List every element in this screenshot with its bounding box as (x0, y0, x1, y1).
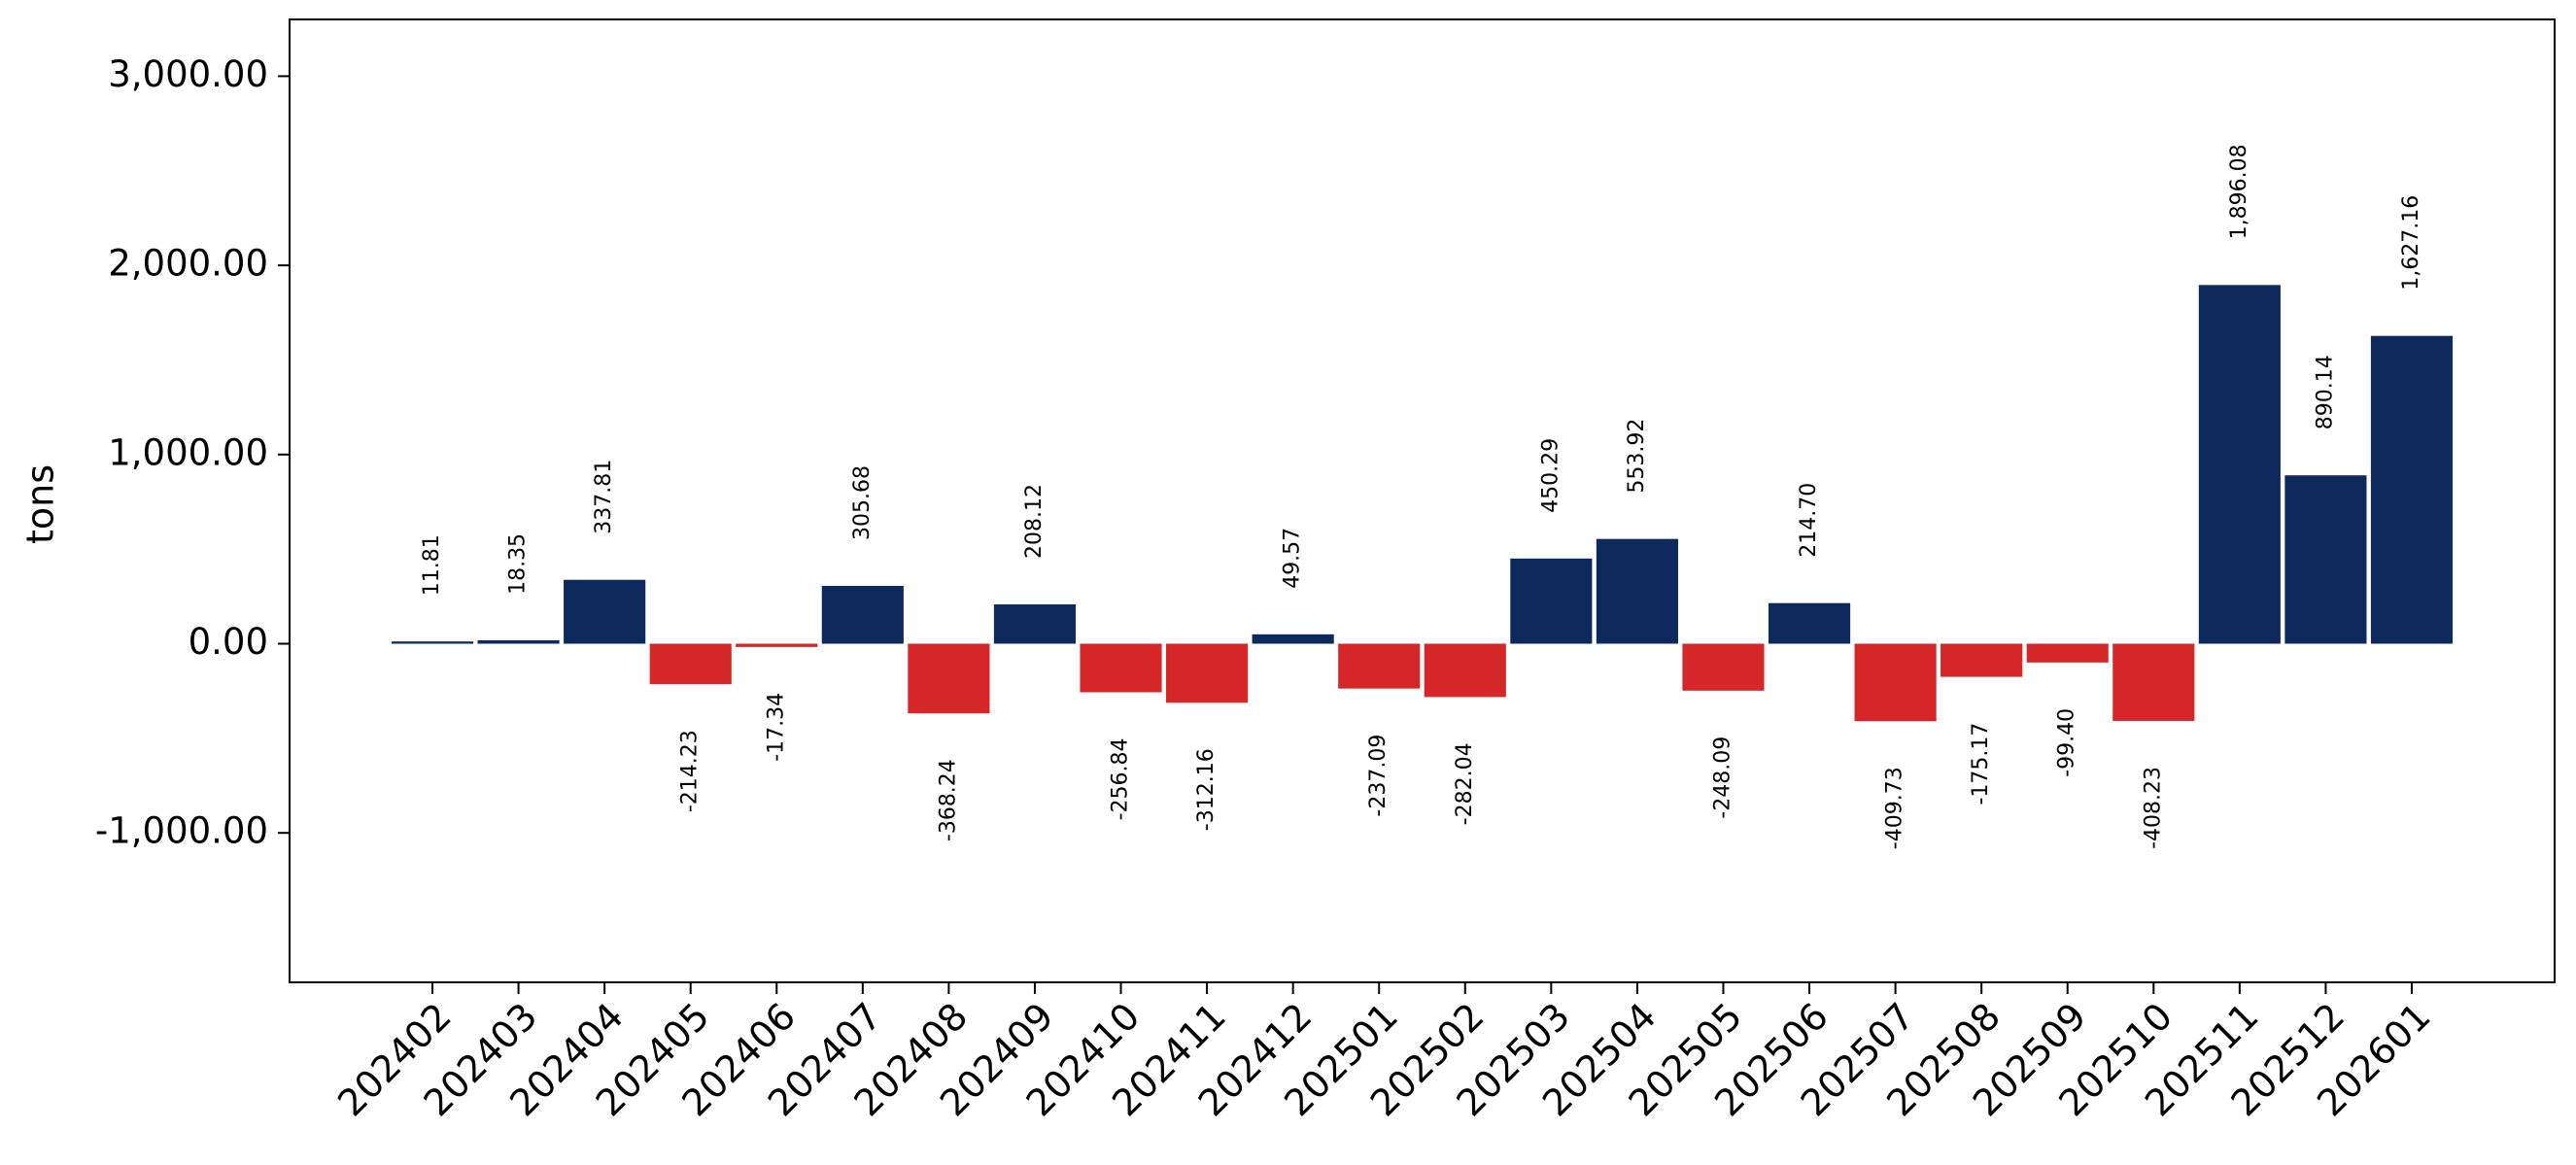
bar (736, 643, 818, 647)
bar (1596, 538, 1678, 644)
bar (1424, 643, 1506, 698)
bar (2198, 285, 2281, 644)
value-label: 450.29 (1538, 438, 1563, 513)
bar (391, 641, 474, 644)
value-label: 1,627.16 (2399, 195, 2423, 291)
value-label: 214.70 (1797, 483, 1821, 558)
value-label: 49.57 (1281, 528, 1305, 589)
bar (2026, 643, 2109, 663)
bar (2370, 335, 2454, 644)
value-label: -17.34 (764, 693, 788, 762)
bar (1768, 602, 1851, 644)
y-tick-label: 3,000.00 (108, 53, 268, 95)
bar (477, 639, 560, 644)
value-label: 553.92 (1625, 419, 1649, 494)
bar (1941, 643, 2023, 677)
value-label: 11.81 (420, 534, 444, 596)
bar (1252, 634, 1334, 644)
value-label: -248.09 (1710, 737, 1735, 819)
bar (1166, 643, 1249, 703)
bar (2112, 643, 2195, 721)
bar (564, 579, 646, 644)
value-label: -175.17 (1969, 723, 1993, 805)
bar (1682, 643, 1765, 691)
bar (908, 643, 990, 714)
value-label: -214.23 (678, 730, 703, 812)
y-tick-label: 2,000.00 (108, 243, 268, 285)
value-label: -312.16 (1194, 748, 1219, 831)
value-label: -409.73 (1883, 767, 1907, 849)
value-label: 337.81 (592, 460, 616, 534)
y-axis-label: tons (19, 464, 62, 544)
y-tick-label: -1,000.00 (95, 810, 268, 852)
bar (1338, 643, 1421, 689)
value-label: 305.68 (850, 465, 875, 540)
value-label: -368.24 (936, 759, 960, 841)
y-tick-label: 1,000.00 (108, 431, 268, 473)
bar (649, 643, 732, 685)
value-label: 1,896.08 (2227, 144, 2251, 239)
value-label: -99.40 (2055, 708, 2079, 777)
bar (821, 585, 904, 644)
value-label: 890.14 (2313, 355, 2337, 429)
value-label: 18.35 (506, 533, 531, 595)
value-label: -237.09 (1366, 735, 1391, 817)
bar (1080, 643, 1162, 693)
value-label: -256.84 (1109, 738, 1133, 821)
value-label: -408.23 (2141, 767, 2165, 849)
y-tick-label: 0.00 (189, 621, 268, 663)
bar (2284, 475, 2367, 644)
value-label: 208.12 (1022, 484, 1047, 559)
value-label: -282.04 (1453, 742, 1477, 825)
bar (993, 603, 1077, 644)
bar (1854, 643, 1937, 722)
bar (1510, 558, 1593, 644)
plot-frame (289, 18, 2556, 983)
